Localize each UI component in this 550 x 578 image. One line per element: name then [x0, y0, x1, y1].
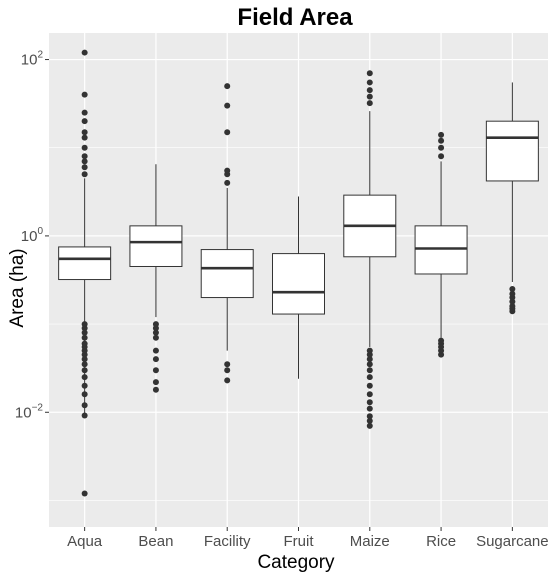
outlier-point: [81, 129, 88, 136]
outlier-point: [366, 405, 373, 412]
chart-title: Field Area: [237, 4, 353, 31]
box-rice: [414, 131, 468, 358]
outlier-point: [81, 321, 88, 328]
box-sugarcane: [485, 82, 539, 315]
box-facility: [200, 83, 254, 384]
outlier-point: [81, 134, 88, 141]
outlier-point: [224, 367, 231, 374]
outlier-point: [224, 179, 231, 186]
box-iqr: [485, 120, 539, 182]
outlier-point: [224, 83, 231, 90]
outlier-point: [81, 412, 88, 419]
outlier-point: [81, 340, 88, 347]
box-bean: [129, 164, 183, 393]
x-tick-label: Maize: [350, 533, 390, 550]
x-tick-label: Sugarcane: [476, 533, 549, 550]
outlier-point: [152, 321, 159, 328]
y-tick-label: 100: [21, 226, 44, 245]
outlier-point: [81, 391, 88, 398]
outlier-point: [224, 377, 231, 384]
outlier-point: [81, 109, 88, 116]
outlier-point: [152, 334, 159, 341]
outlier-point: [366, 356, 373, 363]
outlier-point: [81, 153, 88, 160]
box-iqr: [129, 225, 183, 267]
y-axis-ticks: 10−2 100 102: [15, 50, 49, 421]
x-axis-ticks: Aqua Bean Facility Fruit Maize Rice Sugarcane: [67, 527, 549, 550]
outlier-point: [366, 422, 373, 429]
outlier-point: [438, 137, 445, 144]
box-maize: [343, 70, 397, 429]
outlier-point: [81, 49, 88, 56]
outlier-point: [81, 374, 88, 381]
outlier-point: [366, 361, 373, 368]
outlier-point: [152, 356, 159, 363]
outlier-point: [509, 285, 516, 292]
outlier-point: [81, 144, 88, 151]
x-tick-label: Aqua: [67, 533, 103, 550]
boxes: [58, 49, 539, 497]
outlier-point: [152, 386, 159, 393]
outlier-point: [366, 93, 373, 100]
x-tick-label: Fruit: [284, 533, 315, 550]
outlier-point: [81, 382, 88, 389]
box-aqua: [58, 49, 112, 497]
x-tick-label: Bean: [138, 533, 173, 550]
outlier-point: [224, 129, 231, 136]
outlier-point: [366, 79, 373, 86]
outlier-point: [366, 70, 373, 77]
outlier-point: [366, 367, 373, 374]
outlier-point: [152, 329, 159, 336]
outlier-point: [366, 87, 373, 94]
box-iqr: [272, 253, 325, 315]
outlier-point: [224, 102, 231, 109]
outlier-point: [438, 131, 445, 138]
x-axis-title: Category: [257, 552, 335, 573]
outlier-point: [438, 153, 445, 160]
outlier-point: [152, 347, 159, 354]
box-fruit: [272, 196, 325, 379]
y-tick-label: 102: [21, 50, 44, 69]
outlier-point: [438, 144, 445, 151]
outlier-point: [81, 164, 88, 171]
x-tick-label: Facility: [204, 533, 251, 550]
outlier-point: [366, 100, 373, 107]
outlier-point: [81, 171, 88, 178]
outlier-point: [81, 158, 88, 165]
outlier-point: [438, 337, 445, 344]
outlier-point: [366, 347, 373, 354]
outlier-point: [366, 417, 373, 424]
outlier-point: [81, 361, 88, 368]
outlier-point: [81, 402, 88, 409]
outlier-point: [224, 167, 231, 174]
box-iqr: [58, 246, 112, 281]
x-tick-label: Rice: [426, 533, 456, 550]
outlier-point: [366, 399, 373, 406]
outlier-point: [152, 379, 159, 386]
outlier-point: [366, 413, 373, 420]
box-iqr: [414, 225, 468, 275]
outlier-point: [81, 367, 88, 374]
outlier-point: [366, 382, 373, 389]
box-iqr: [200, 249, 254, 299]
outlier-point: [81, 91, 88, 98]
outlier-point: [81, 329, 88, 336]
outlier-point: [509, 303, 516, 310]
outlier-point: [81, 118, 88, 125]
outlier-point: [81, 490, 88, 497]
outlier-point: [366, 374, 373, 381]
outlier-point: [224, 361, 231, 368]
outlier-point: [509, 290, 516, 297]
outlier-point: [366, 391, 373, 398]
outlier-point: [81, 356, 88, 363]
outlier-point: [152, 367, 159, 374]
outlier-point: [81, 334, 88, 341]
y-axis-title: Area (ha): [7, 248, 28, 327]
y-tick-label: 10−2: [15, 402, 44, 421]
